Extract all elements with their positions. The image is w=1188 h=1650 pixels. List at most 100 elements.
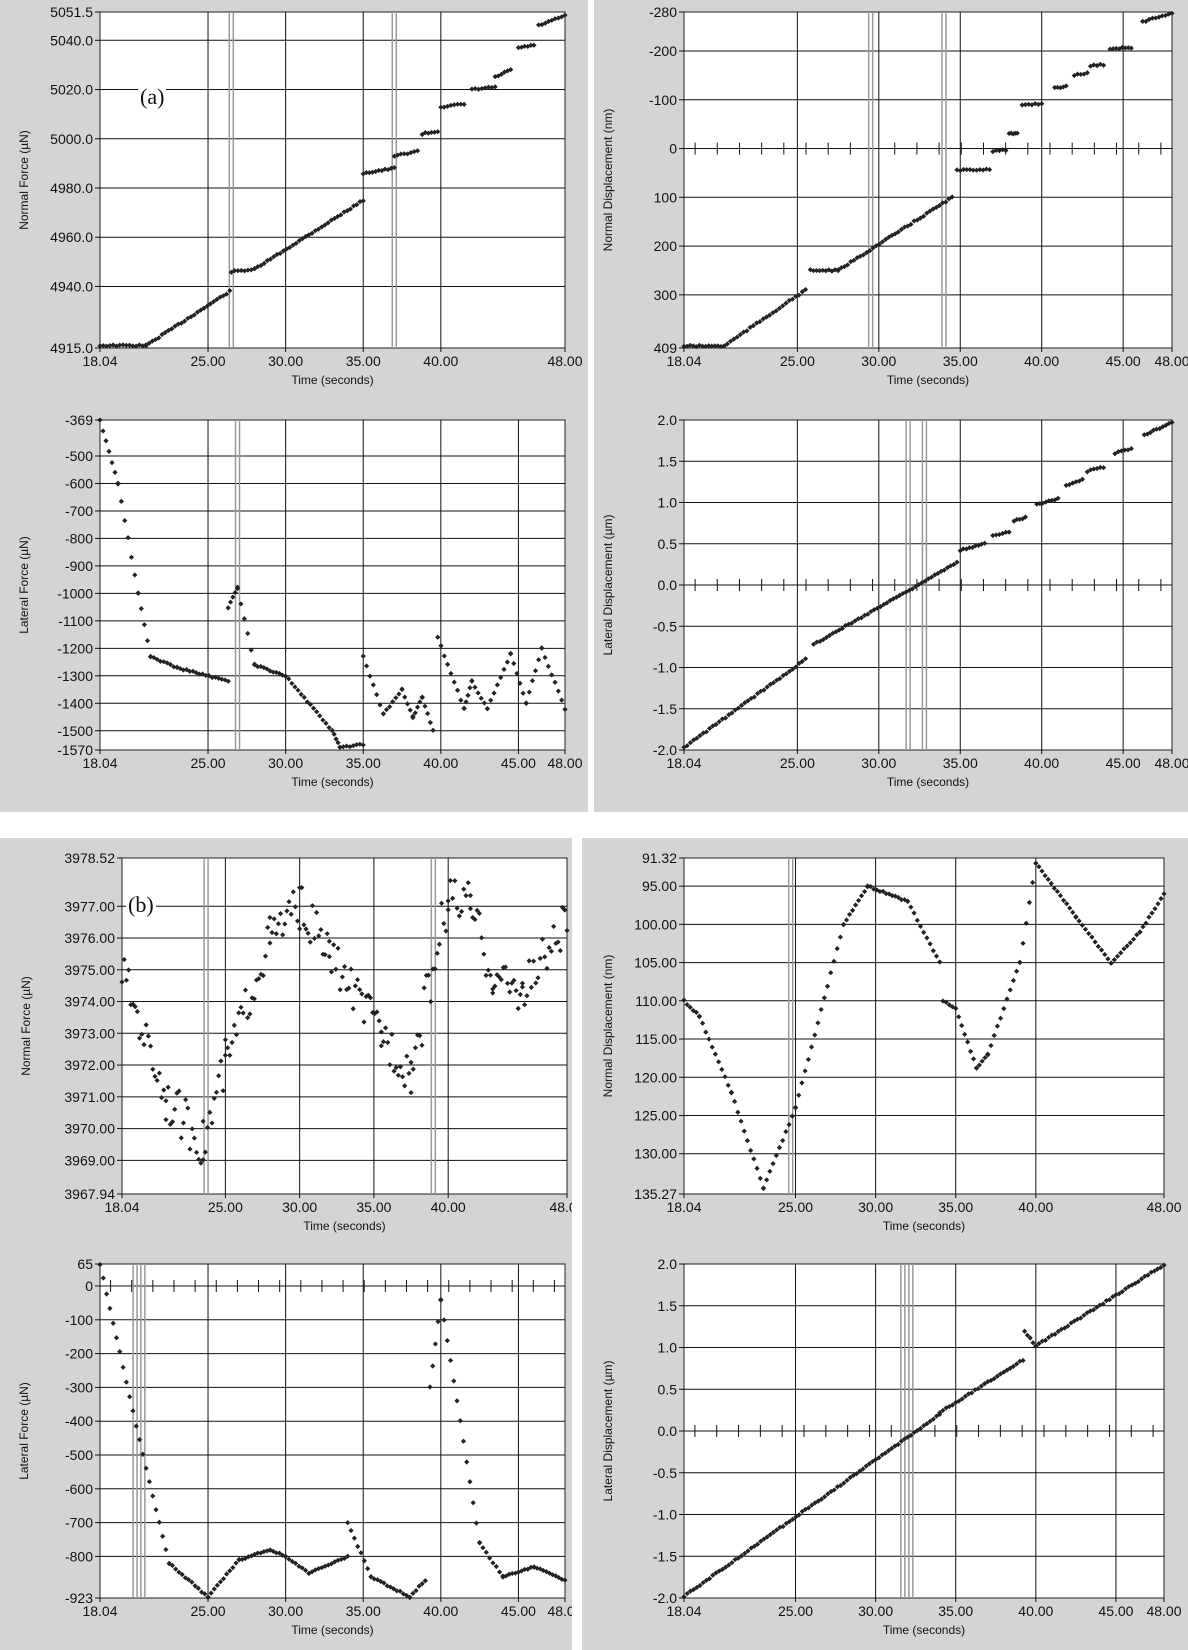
data-point bbox=[1149, 15, 1156, 21]
data-point bbox=[145, 1033, 151, 1039]
data-point bbox=[501, 666, 507, 672]
data-point bbox=[854, 255, 860, 261]
data-point bbox=[1091, 62, 1097, 68]
data-point bbox=[163, 1117, 169, 1123]
data-point bbox=[314, 909, 320, 916]
data-point bbox=[485, 84, 492, 90]
data-point bbox=[846, 911, 853, 918]
data-point bbox=[515, 44, 522, 51]
data-point bbox=[326, 724, 332, 731]
data-point bbox=[287, 244, 293, 251]
data-point bbox=[511, 660, 517, 667]
data-point bbox=[350, 743, 356, 749]
data-point bbox=[1024, 1332, 1031, 1338]
data-point bbox=[1078, 1315, 1084, 1321]
data-point bbox=[726, 1562, 732, 1568]
data-point bbox=[1084, 70, 1090, 76]
data-point bbox=[230, 1565, 236, 1571]
data-point bbox=[161, 1087, 167, 1093]
data-point bbox=[417, 699, 423, 705]
y-tick-label: 3977.00 bbox=[64, 898, 115, 914]
x-tick-label: 40.00 bbox=[1024, 755, 1059, 771]
data-point bbox=[1135, 1278, 1141, 1285]
y-tick-label: 0.5 bbox=[658, 1381, 678, 1397]
data-point bbox=[881, 601, 887, 608]
data-point bbox=[796, 292, 802, 298]
data-point bbox=[427, 719, 433, 726]
data-point bbox=[799, 289, 805, 295]
data-point bbox=[806, 1505, 812, 1511]
data-point bbox=[824, 983, 831, 989]
y-tick-label: 135.27 bbox=[634, 1186, 677, 1202]
data-point bbox=[742, 1550, 748, 1556]
data-point bbox=[924, 935, 930, 941]
data-point bbox=[233, 1032, 240, 1038]
data-point bbox=[225, 1045, 231, 1051]
data-point bbox=[406, 1070, 412, 1076]
data-point bbox=[1127, 940, 1133, 946]
data-point bbox=[404, 701, 411, 707]
x-axis-title: Time (seconds) bbox=[883, 1219, 965, 1233]
y-axis-title: Normal Force (µN) bbox=[19, 976, 33, 1076]
data-point bbox=[130, 1408, 136, 1414]
data-point bbox=[496, 1569, 503, 1575]
y-tick-label: 200 bbox=[654, 238, 678, 254]
data-point bbox=[205, 1594, 211, 1601]
data-point bbox=[507, 989, 513, 995]
data-point bbox=[1087, 1308, 1093, 1314]
y-tick-label: 0 bbox=[85, 1278, 93, 1294]
data-point bbox=[286, 899, 292, 905]
data-point bbox=[361, 1019, 367, 1025]
data-point bbox=[222, 677, 228, 683]
data-point bbox=[470, 914, 476, 921]
chart-b-lateral-displacement: -2.0 -1.5 -1.0 -0.5 0.0 0.5 1.0 1.5 2.0 18.04 25.0… bbox=[601, 1256, 1182, 1637]
data-point bbox=[712, 343, 718, 349]
data-point bbox=[390, 699, 396, 705]
data-point bbox=[454, 687, 461, 693]
data-point bbox=[748, 1147, 754, 1154]
data-point bbox=[970, 1056, 977, 1062]
y-tick-label: 100 bbox=[654, 189, 678, 205]
data-point bbox=[422, 130, 428, 136]
data-point bbox=[780, 1523, 786, 1530]
data-point bbox=[490, 990, 496, 996]
data-point bbox=[417, 1033, 423, 1039]
data-point bbox=[482, 85, 488, 91]
data-point bbox=[1148, 1269, 1154, 1275]
data-point bbox=[732, 707, 738, 713]
data-point bbox=[414, 148, 421, 154]
data-point bbox=[1019, 102, 1025, 108]
data-point bbox=[546, 944, 552, 951]
data-point bbox=[715, 343, 721, 349]
data-point bbox=[1137, 929, 1143, 935]
x-tick-label: 18.04 bbox=[666, 353, 701, 369]
data-point bbox=[391, 1586, 397, 1592]
data-point bbox=[121, 956, 127, 963]
data-point bbox=[967, 167, 973, 173]
data-point bbox=[933, 953, 940, 959]
x-tick-label: 35.00 bbox=[943, 755, 978, 771]
y-tick-label: -2.0 bbox=[653, 1590, 677, 1606]
data-point bbox=[1124, 943, 1130, 949]
x-tick-label: 35.00 bbox=[356, 1199, 391, 1215]
data-point bbox=[997, 1015, 1004, 1021]
data-point bbox=[383, 707, 390, 713]
data-point bbox=[136, 1035, 143, 1041]
data-point bbox=[848, 259, 854, 265]
data-point bbox=[467, 685, 473, 691]
data-point bbox=[378, 1043, 384, 1049]
data-point bbox=[745, 1548, 751, 1554]
y-tick-label: 0.0 bbox=[658, 1423, 678, 1439]
data-point bbox=[911, 910, 917, 916]
data-point bbox=[177, 665, 183, 672]
data-point bbox=[1094, 1304, 1100, 1310]
data-point bbox=[393, 695, 399, 701]
data-point bbox=[490, 1560, 496, 1566]
data-point bbox=[107, 342, 113, 349]
x-tick-label: 25.00 bbox=[780, 353, 815, 369]
data-point bbox=[528, 984, 534, 990]
data-point bbox=[128, 554, 135, 560]
data-point bbox=[976, 1062, 982, 1068]
data-point bbox=[178, 320, 185, 326]
y-tick-label: 105.00 bbox=[634, 955, 677, 971]
